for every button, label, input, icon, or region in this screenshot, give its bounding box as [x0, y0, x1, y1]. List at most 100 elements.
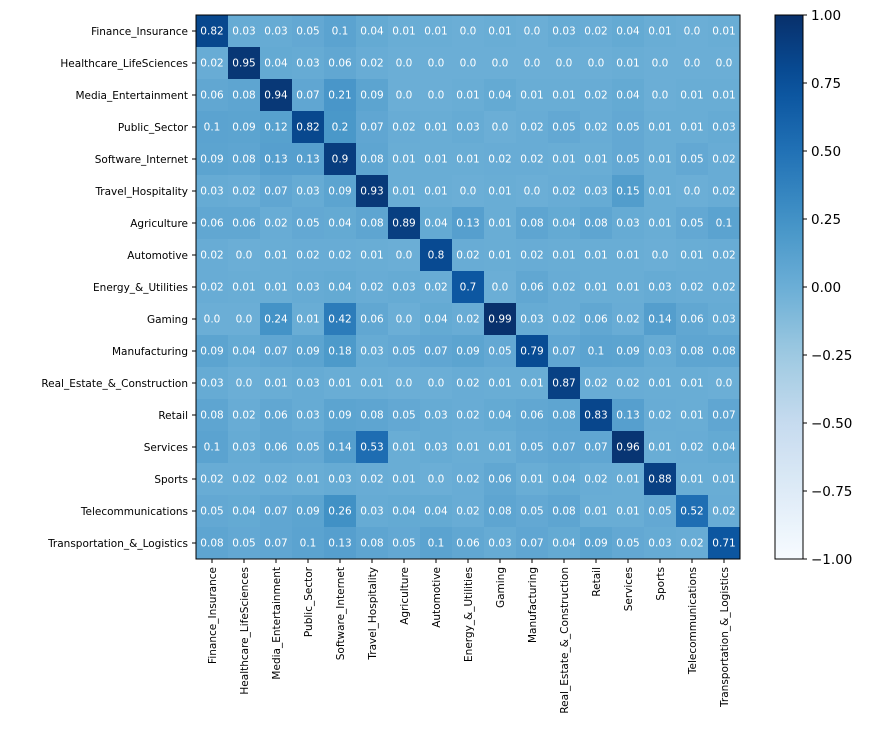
heatmap-cell: [484, 271, 516, 303]
heatmap-cell: [260, 143, 292, 175]
heatmap-cell: [388, 239, 420, 271]
heatmap-cell: [484, 15, 516, 47]
cell-value-label: 0.1: [204, 442, 221, 454]
cell-value-label: 0.04: [552, 474, 576, 486]
cell-value-label: 0.01: [264, 378, 287, 390]
heatmap-cell: [452, 431, 484, 463]
heatmap-cell: [548, 527, 580, 559]
cell-value-label: 0.01: [392, 474, 415, 486]
heatmap-cell: [356, 47, 388, 79]
heatmap-cell: [260, 367, 292, 399]
cell-value-label: 0.01: [680, 474, 703, 486]
heatmap-cell: [324, 207, 356, 239]
cell-value-label: 0.0: [460, 26, 477, 38]
cell-value-label: 0.01: [584, 250, 607, 262]
heatmap-cell: [356, 303, 388, 335]
cell-value-label: 0.02: [616, 314, 639, 326]
cell-value-label: 0.08: [360, 410, 383, 422]
heatmap-cell: [324, 47, 356, 79]
cell-value-label: 0.05: [296, 218, 319, 230]
heatmap-cell: [452, 143, 484, 175]
heatmap-cell: [580, 79, 612, 111]
heatmap-cell: [452, 207, 484, 239]
cell-value-label: 0.01: [360, 378, 383, 390]
heatmap-cell: [228, 399, 260, 431]
heatmap-cell: [580, 335, 612, 367]
cell-value-label: 0.03: [520, 314, 543, 326]
cell-value-label: 0.15: [616, 186, 639, 198]
cell-value-label: 0.01: [552, 250, 575, 262]
y-tick-label: Gaming: [147, 314, 188, 326]
heatmap-cell: [292, 79, 324, 111]
heatmap-cell: [260, 495, 292, 527]
heatmap-cell: [548, 399, 580, 431]
cell-value-label: 0.02: [488, 154, 511, 166]
heatmap-cell: [260, 303, 292, 335]
cell-value-label: 0.42: [328, 314, 351, 326]
heatmap-cell: [612, 47, 644, 79]
heatmap-cell: [388, 111, 420, 143]
heatmap-cell: [260, 431, 292, 463]
heatmap-cell: [484, 47, 516, 79]
cell-value-label: 0.01: [488, 218, 511, 230]
heatmap-cell: [708, 367, 740, 399]
y-tick-label: Real_Estate_&_Construction: [41, 378, 188, 390]
cell-value-label: 0.02: [552, 314, 575, 326]
colorbar-tick-label: −0.75: [811, 484, 852, 500]
cell-value-label: 0.04: [392, 506, 416, 518]
heatmap-cell: [324, 399, 356, 431]
cell-value-label: 0.21: [328, 90, 351, 102]
heatmap-cell: [388, 207, 420, 239]
cell-value-label: 0.09: [616, 346, 639, 358]
colorbar-tick-label: −1.00: [811, 552, 852, 568]
cell-value-label: 0.0: [460, 58, 477, 70]
heatmap-cell: [580, 463, 612, 495]
heatmap-cell: [612, 79, 644, 111]
heatmap-cell: [260, 399, 292, 431]
cell-value-label: 0.05: [520, 506, 543, 518]
cell-value-label: 0.01: [616, 506, 639, 518]
heatmap-cell: [452, 79, 484, 111]
cell-value-label: 0.02: [520, 250, 543, 262]
heatmap-cell: [324, 303, 356, 335]
heatmap-cell: [676, 495, 708, 527]
cell-value-label: 0.05: [296, 26, 319, 38]
heatmap-cell: [676, 239, 708, 271]
heatmap-cell: [452, 527, 484, 559]
cell-value-label: 0.07: [552, 442, 575, 454]
cell-value-label: 0.0: [396, 250, 413, 262]
heatmap-cell: [420, 335, 452, 367]
cell-value-label: 0.09: [232, 122, 255, 134]
heatmap-cell: [292, 527, 324, 559]
heatmap-cell: [548, 175, 580, 207]
cell-value-label: 0.03: [360, 506, 383, 518]
cell-value-label: 0.0: [236, 378, 253, 390]
heatmap-cell: [612, 431, 644, 463]
heatmap-cell: [292, 15, 324, 47]
heatmap-cell: [292, 47, 324, 79]
cell-value-label: 0.08: [552, 506, 575, 518]
heatmap-cell: [516, 143, 548, 175]
heatmap-cell: [388, 47, 420, 79]
cell-value-label: 0.08: [232, 154, 255, 166]
x-tick-label: Services: [623, 567, 635, 611]
cell-value-label: 0.04: [264, 58, 288, 70]
x-tick-label: Telecommunications: [687, 567, 699, 675]
cell-value-label: 0.01: [264, 250, 287, 262]
heatmap-cell: [420, 463, 452, 495]
cell-value-label: 0.01: [552, 154, 575, 166]
heatmap-cell: [356, 79, 388, 111]
cell-value-label: 0.0: [652, 250, 669, 262]
x-tick-label: Public_Sector: [303, 566, 315, 637]
y-tick-label: Agriculture: [130, 218, 188, 230]
colorbar-tick-label: 1.00: [811, 8, 841, 24]
cell-value-label: 0.01: [712, 26, 735, 38]
heatmap-cell: [324, 239, 356, 271]
cell-value-label: 0.06: [264, 442, 288, 454]
heatmap-cell: [612, 335, 644, 367]
heatmap-cell: [548, 431, 580, 463]
heatmap-cell: [644, 463, 676, 495]
cell-value-label: 0.09: [328, 186, 351, 198]
heatmap-cell: [708, 335, 740, 367]
